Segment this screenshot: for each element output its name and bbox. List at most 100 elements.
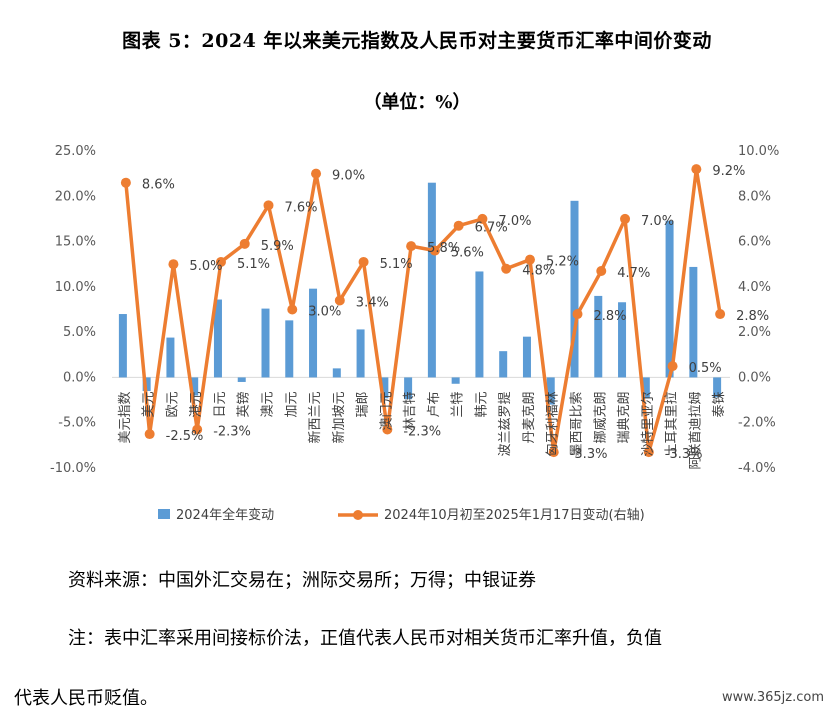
data-label: 5.1%: [380, 257, 413, 272]
category-label: 丹麦克朗: [522, 391, 537, 443]
bar-13: [427, 182, 436, 378]
category-label: 墨西哥比索: [570, 391, 585, 456]
data-label: 7.0%: [641, 214, 674, 229]
bar-19: [570, 200, 579, 378]
bar-25: [713, 377, 722, 398]
data-label: 5.2%: [546, 255, 579, 270]
line-point-16: [501, 263, 512, 274]
data-label: 6.7%: [475, 221, 508, 236]
right-tick-label: 4.0%: [738, 280, 771, 295]
watermark: www.365jz.com: [722, 690, 824, 705]
left-tick-label: -10.0%: [50, 461, 96, 476]
bar-7: [285, 320, 294, 378]
note-line-1: 注：表中汇率采用间接标价法，正值代表人民币对相关货币汇率升值，负值: [68, 628, 662, 649]
bar-4: [213, 299, 222, 378]
category-label: 澳元: [260, 391, 276, 417]
left-tick-label: 10.0%: [55, 280, 96, 295]
line-series: [120, 164, 726, 458]
chart-subtitle: （单位：%）: [363, 92, 471, 113]
bar-10: [356, 329, 365, 378]
data-label: -3.3%: [665, 447, 703, 462]
legend-bar-swatch: [158, 509, 170, 519]
left-tick-label: 0.0%: [63, 370, 96, 385]
category-labels: 美元指数 美元 欧元 港元 日元 英镑 澳元 加元 新西兰元 新加坡元 瑞郎 澳门元 林吉特 卢布 兰特 韩元…: [118, 391, 727, 469]
left-tick-label: 5.0%: [63, 325, 96, 340]
bar-3: [190, 377, 199, 396]
data-label: 5.9%: [261, 239, 294, 254]
line-point-24: [691, 164, 702, 175]
left-tick-label: 20.0%: [55, 189, 96, 204]
note-line-2: 代表人民币贬值。: [14, 688, 158, 709]
chart-title: 图表 5：2024 年以来美元指数及人民币对主要货币汇率中间价变动: [122, 30, 712, 52]
line-point-0: [120, 177, 131, 188]
line-point-15: [477, 213, 488, 224]
data-label: 3.0%: [308, 305, 341, 320]
legend-bar-label: 2024年全年变动: [176, 507, 274, 523]
category-label: 土耳其里拉: [665, 391, 680, 456]
legend-line-marker: [353, 510, 363, 520]
category-label: 美元: [142, 391, 157, 417]
bar-12: [404, 377, 413, 400]
left-tick-label: 15.0%: [55, 235, 96, 250]
category-label: 林吉特: [403, 391, 418, 430]
bar-8: [309, 288, 318, 378]
bar-23: [665, 220, 674, 378]
category-label: 新加坡元: [331, 391, 347, 443]
bar-22: [641, 377, 650, 399]
category-label: 波兰兹罗提: [497, 391, 513, 456]
line-point-22: [643, 447, 654, 458]
category-label: 卢布: [426, 391, 442, 417]
data-label: 0.5%: [689, 361, 722, 376]
data-label: 9.2%: [712, 164, 745, 179]
line-point-2: [168, 259, 179, 270]
bar-16: [499, 351, 508, 378]
line-point-20: [596, 266, 607, 277]
category-label: 澳门元: [378, 391, 394, 430]
category-label: 欧元: [165, 391, 180, 417]
data-label: 5.1%: [237, 257, 270, 272]
right-tick-label: -2.0%: [738, 416, 776, 431]
line-point-12: [406, 241, 417, 252]
bar-9: [332, 368, 341, 378]
combo-chart: -10.0%-5.0%0.0%5.0%10.0%15.0%20.0%25.0% …: [50, 144, 779, 523]
left-axis: -10.0% -5.0% 0.0% 5.0% 10.0% 15.0% 20.0% 25.0%: [50, 144, 96, 476]
line-point-18: [548, 447, 559, 458]
line-point-25: [715, 309, 726, 320]
bar-series: [118, 182, 722, 405]
data-label: 5.8%: [427, 241, 460, 256]
data-label: 4.8%: [522, 264, 555, 279]
line-point-14: [453, 220, 464, 231]
line-point-13: [429, 245, 440, 256]
right-tick-label: 8.0%: [738, 189, 771, 204]
line-point-5: [239, 238, 250, 249]
bar-11: [380, 377, 389, 399]
line-point-4: [215, 256, 226, 267]
data-label: 4.7%: [617, 266, 650, 281]
bar-18: [546, 377, 555, 405]
line-point-11: [382, 424, 393, 435]
line-point-19: [572, 309, 583, 320]
left-tick-label: -5.0%: [58, 416, 96, 431]
line-point-3: [192, 424, 203, 435]
category-label: 新西兰元: [307, 391, 323, 443]
bar-6: [261, 308, 270, 378]
line-point-17: [524, 254, 535, 265]
category-label: 匈牙利福林: [546, 391, 561, 456]
bar-2: [166, 337, 175, 378]
line-point-8: [311, 168, 322, 179]
line-point-7: [287, 304, 298, 315]
category-label: 港元: [189, 391, 204, 417]
bar-15: [475, 271, 484, 378]
legend: 2024年全年变动 2024年10月初至2025年1月17日变动(右轴): [158, 507, 645, 523]
data-label: 7.0%: [498, 214, 531, 229]
category-label: 阿联酋迪拉姆: [687, 391, 703, 469]
bar-24: [689, 266, 698, 378]
right-tick-label: -4.0%: [738, 461, 776, 476]
right-tick-label: 10.0%: [738, 144, 779, 159]
category-label: 英镑: [236, 391, 252, 417]
category-label: 美元指数: [118, 391, 133, 443]
legend-line-label: 2024年10月初至2025年1月17日变动(右轴): [384, 507, 645, 523]
line-point-23: [667, 361, 678, 372]
category-label: 兰特: [451, 391, 466, 417]
line-point-21: [620, 213, 631, 224]
